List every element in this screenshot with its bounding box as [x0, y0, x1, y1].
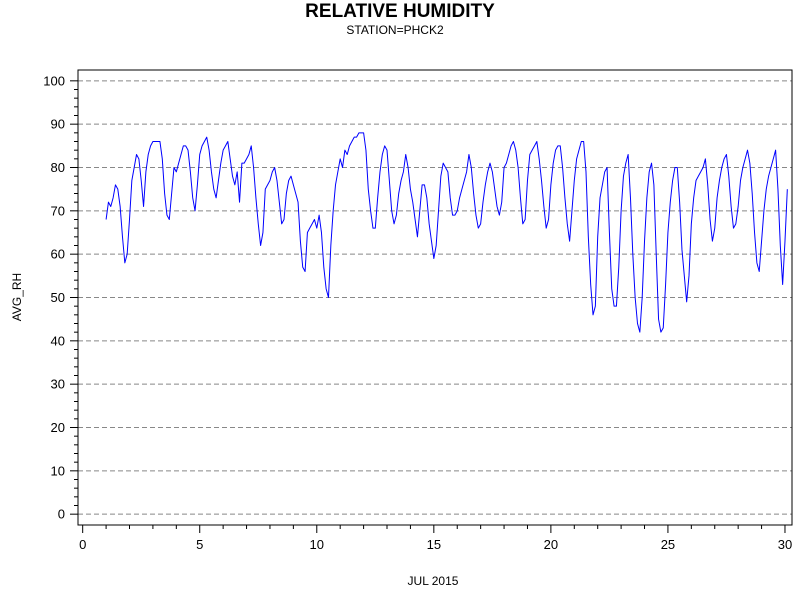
x-tick-label: 10 [310, 537, 324, 552]
y-tick-label: 50 [51, 290, 65, 305]
y-tick-label: 40 [51, 333, 65, 348]
chart-title: RELATIVE HUMIDITY [305, 1, 495, 22]
x-tick-label: 0 [79, 537, 86, 552]
x-tick-label: 25 [661, 537, 675, 552]
y-axis: 0 10 20 30 40 50 60 70 80 90 100 [43, 73, 78, 522]
x-tick-label: 15 [427, 537, 441, 552]
x-axis: 0 5 10 15 20 25 30 [79, 525, 792, 552]
x-tick-label: 20 [544, 537, 558, 552]
y-axis-label: AVG_RH [10, 273, 24, 321]
y-tick-label: 30 [51, 377, 65, 392]
x-tick-label: 5 [196, 537, 203, 552]
y-tick-label: 10 [51, 463, 65, 478]
series-layer [105, 132, 788, 333]
y-tick-label: 80 [51, 160, 65, 175]
y-tick-label: 100 [43, 73, 65, 88]
y-tick-label: 70 [51, 203, 65, 218]
series-line-1 [105, 132, 788, 333]
x-axis-label: JUL 2015 [408, 574, 459, 588]
y-tick-label: 60 [51, 247, 65, 262]
y-tick-label: 20 [51, 420, 65, 435]
chart-subtitle: STATION=PHCK2 [346, 23, 444, 37]
x-tick-label: 30 [778, 537, 792, 552]
y-tick-label: 0 [58, 507, 65, 522]
y-tick-label: 90 [51, 117, 65, 132]
